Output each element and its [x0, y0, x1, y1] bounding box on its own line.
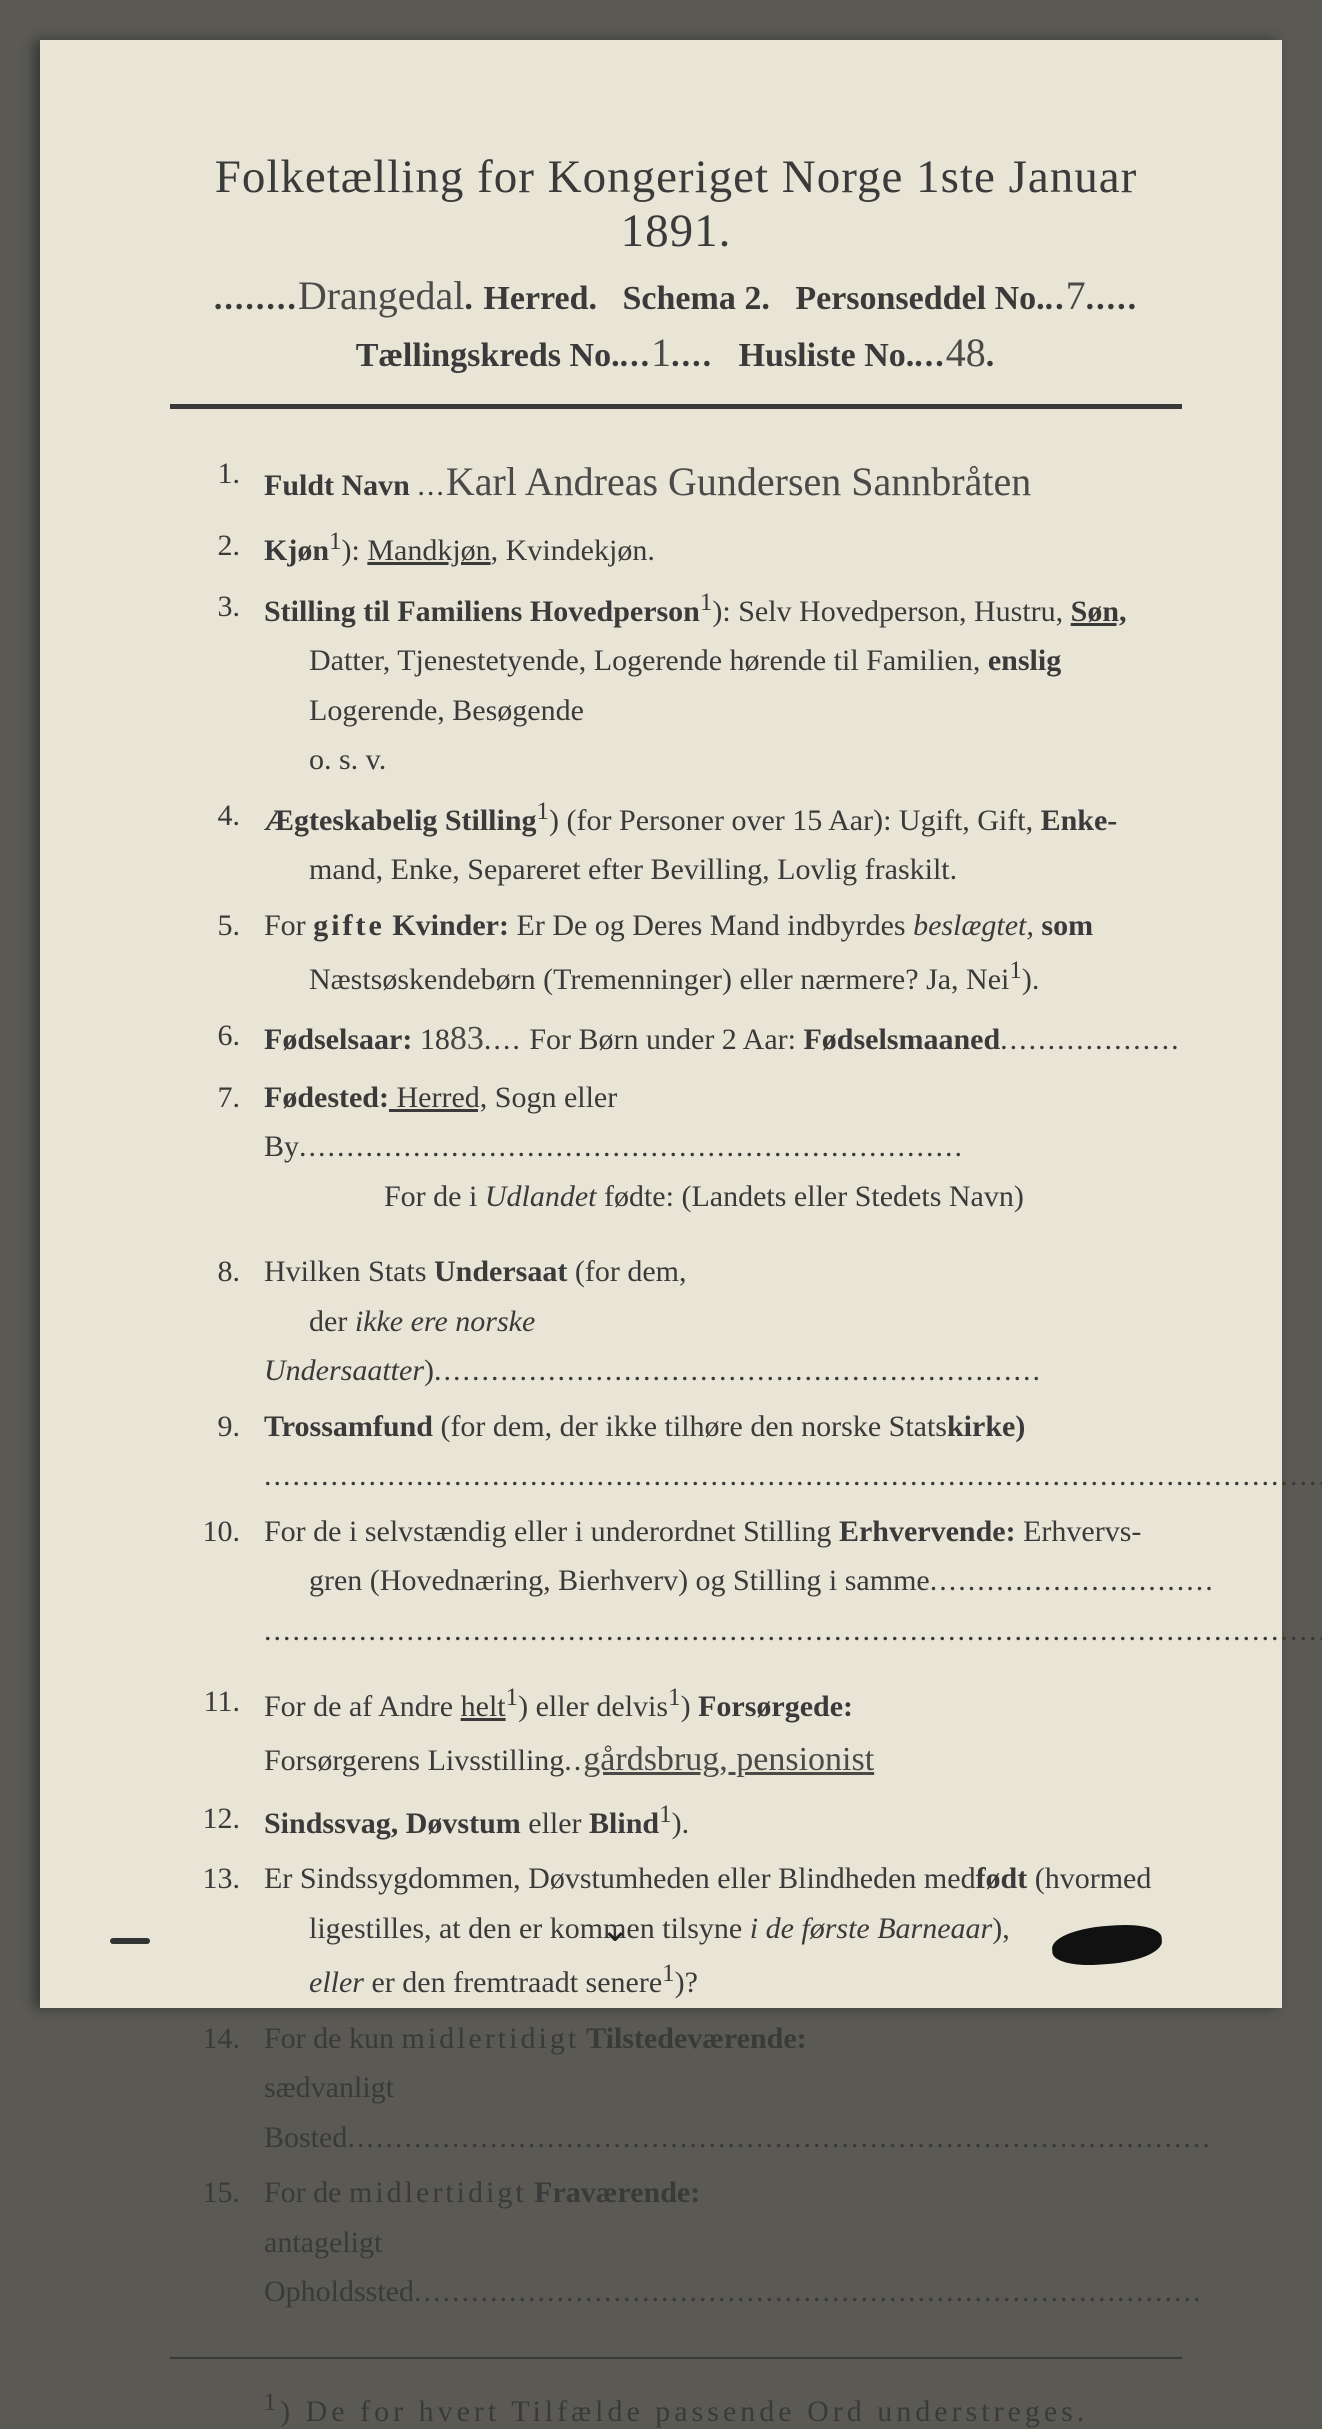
label-forsorgede: Forsørgede:: [698, 1690, 853, 1723]
label-sindssvag: Sindssvag, Døvstum: [264, 1807, 521, 1840]
label-kjon: Kjøn: [264, 534, 329, 567]
item-9: 9. Trossamfund (for dem, der ikke tilhør…: [170, 1402, 1182, 1501]
label-tilstedevaerende: Tilstedeværende:: [579, 2022, 807, 2055]
item-4: 4. Ægteskabelig Stilling1) (for Personer…: [170, 791, 1182, 895]
kreds-no-handwritten: 1: [651, 330, 671, 375]
footnote: 1) De for hvert Tilfælde passende Ord un…: [170, 2389, 1182, 2429]
item-8: 8. Hvilken Stats Undersaat (for dem, der…: [170, 1247, 1182, 1396]
label-fodested: Fødested:: [264, 1081, 389, 1114]
item-5: 5. For gifte Kvinder: Er De og Deres Man…: [170, 901, 1182, 1005]
name-handwritten: Karl Andreas Gundersen Sannbråten: [446, 459, 1031, 504]
selected-herred: Herred,: [389, 1081, 487, 1114]
selected-son: Søn,: [1071, 595, 1127, 628]
item-1: 1. Fuldt Navn ...Karl Andreas Gundersen …: [170, 449, 1182, 515]
item-3: 3. Stilling til Familiens Hovedperson1):…: [170, 582, 1182, 785]
label-fravaerende: Fraværende:: [527, 2176, 701, 2209]
divider-bottom: [170, 2357, 1182, 2359]
header-line-2: Tællingskreds No....1.... Husliste No...…: [170, 329, 1182, 376]
item-10: 10. For de i selvstændig eller i underor…: [170, 1507, 1182, 1656]
item-2: 2. Kjøn1): Mandkjøn, Kvindekjøn.: [170, 521, 1182, 576]
item-12: 12. Sindssvag, Døvstum eller Blind1).: [170, 1794, 1182, 1849]
label-fuldt-navn: Fuldt Navn: [264, 469, 410, 502]
item-15: 15. For de midlertidigt Fraværende: anta…: [170, 2168, 1182, 2317]
ink-dash: [110, 1938, 150, 1944]
label-erhvervende: Erhvervende:: [839, 1515, 1016, 1548]
label-aegteskab: Ægteskabelig Stilling: [264, 804, 537, 837]
label-stilling: Stilling til Familiens Hovedperson: [264, 595, 700, 628]
label-trossamfund: Trossamfund: [264, 1410, 433, 1443]
census-form-page: Folketælling for Kongeriget Norge 1ste J…: [40, 40, 1282, 2008]
livsstilling-handwritten: gårdsbrug, pensionist: [583, 1741, 874, 1778]
item-7: 7. Fødested: Herred, Sogn eller By......…: [170, 1073, 1182, 1222]
label-fodselsaar: Fødselsaar:: [264, 1023, 412, 1056]
item-14: 14. For de kun midlertidigt Tilstedevære…: [170, 2014, 1182, 2163]
herred-name-handwritten: Drangedal: [298, 273, 465, 318]
divider-top: [170, 404, 1182, 409]
header-line-1: ........Drangedal. Herred. Schema 2. Per…: [170, 272, 1182, 319]
year-handwritten: 83: [450, 1020, 484, 1057]
item-11: 11. For de af Andre helt1) eller delvis1…: [170, 1677, 1182, 1788]
personseddel-no-handwritten: 7: [1066, 273, 1086, 318]
item-13: 13. Er Sindssygdommen, Døvstumheden elle…: [170, 1854, 1182, 2008]
ink-mark: ⌄: [600, 1908, 630, 1950]
selected-mandkjon: Mandkjøn: [367, 534, 490, 567]
item-6: 6. Fødselsaar: 1883.... For Børn under 2…: [170, 1011, 1182, 1067]
page-title: Folketælling for Kongeriget Norge 1ste J…: [170, 150, 1182, 258]
husliste-no-handwritten: 48: [946, 330, 986, 375]
label-undersaat: Undersaat: [434, 1255, 567, 1288]
